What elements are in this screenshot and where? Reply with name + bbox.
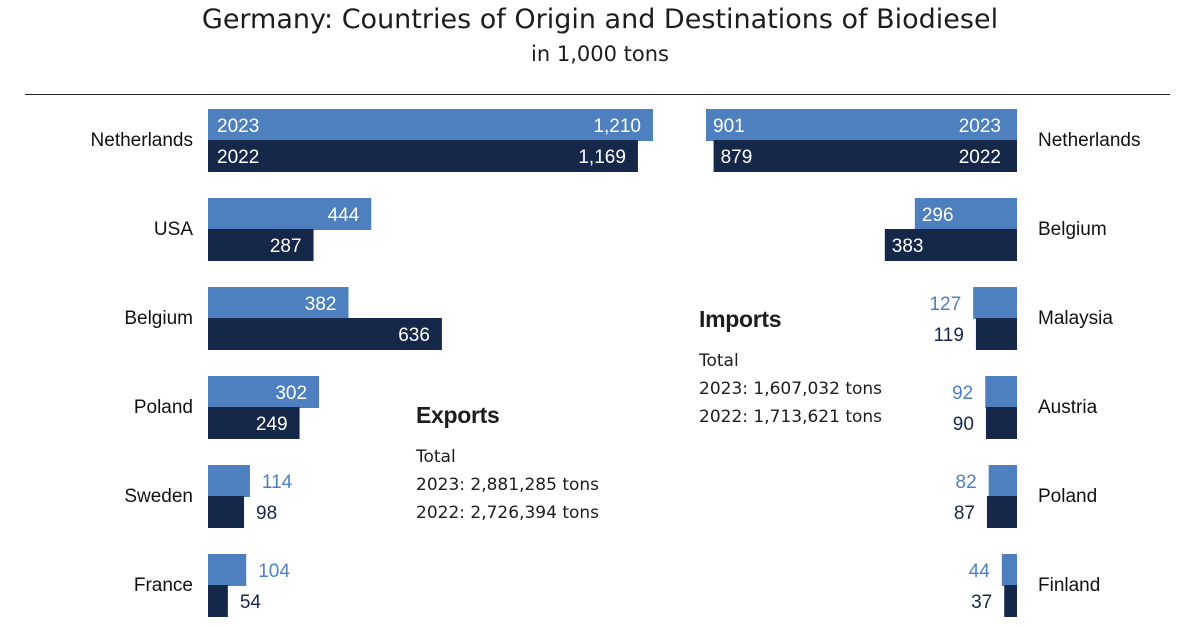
imports-total-2023: 2023: 1,607,032 tons: [699, 379, 883, 399]
exports-belgium-category-label: Belgium: [124, 308, 193, 329]
exports-netherlands-2022-value-label: 1,169: [578, 147, 626, 168]
imports-poland-2023-value-label: 82: [956, 472, 977, 493]
imports-malaysia-2023-bar: [973, 287, 1017, 319]
chart-title: Germany: Countries of Origin and Destina…: [201, 4, 999, 35]
imports-malaysia-category-label: Malaysia: [1038, 308, 1113, 329]
exports-france-2022-bar: [208, 585, 228, 617]
exports-netherlands-year-label-2022: 2022: [217, 147, 259, 168]
header-divider: [25, 94, 1170, 95]
imports-summary: Imports Total 2023: 1,607,032 tons 2022:…: [699, 306, 882, 431]
imports-finland-2023-value-label: 44: [969, 561, 991, 582]
imports-poland-2022-bar: [986, 496, 1017, 528]
exports-total-2023: 2023: 2,881,285 tons: [416, 475, 600, 495]
imports-malaysia-2022-bar: [975, 318, 1017, 350]
imports-finland-2022-bar: [1004, 585, 1017, 617]
imports-austria-2023-bar: [985, 376, 1017, 408]
exports-belgium-2023-bar: [208, 287, 349, 319]
exports-belgium-2022-bar: [208, 318, 442, 350]
imports-belgium-2022-value-label: 383: [892, 236, 924, 257]
imports-netherlands-2022-value-label: 879: [721, 147, 753, 168]
imports-austria-2023-value-label: 92: [952, 383, 973, 404]
exports-usa-2023-value-label: 444: [328, 205, 360, 226]
exports-poland-2023-bar: [208, 376, 320, 408]
exports-sweden-2023-bar: [208, 465, 250, 497]
imports-austria-2022-bar: [985, 407, 1017, 439]
exports-usa-2022-value-label: 287: [270, 236, 302, 257]
exports-poland-category-label: Poland: [134, 397, 193, 418]
exports-poland-2023-value-label: 302: [275, 383, 307, 404]
exports-usa-2023-bar: [208, 198, 372, 230]
exports-france-category-label: France: [134, 575, 193, 596]
imports-poland-2022-value-label: 87: [954, 503, 975, 524]
imports-poland-2023-bar: [988, 465, 1017, 497]
imports-belgium-2023-value-label: 296: [922, 205, 954, 226]
exports-poland-2022-bar: [208, 407, 300, 439]
exports-netherlands-2023-value-label: 1,210: [593, 116, 641, 137]
imports-belgium-category-label: Belgium: [1038, 219, 1107, 240]
imports-netherlands-year-label-2023: 2023: [959, 116, 1001, 137]
imports-austria-category-label: Austria: [1038, 397, 1098, 418]
imports-heading: Imports: [699, 306, 782, 332]
imports-finland-category-label: Finland: [1038, 575, 1100, 596]
imports-malaysia-2023-value-label: 127: [929, 294, 961, 315]
exports-usa-2022-bar: [208, 229, 314, 261]
imports-total-2022: 2022: 1,713,621 tons: [699, 407, 883, 427]
exports-sweden-2022-bar: [208, 496, 245, 528]
imports-finland-2022-value-label: 37: [971, 592, 992, 613]
imports-netherlands-year-label-2022: 2022: [959, 147, 1001, 168]
imports-finland-2023-bar: [1001, 554, 1017, 586]
exports-total-label: Total: [416, 447, 456, 467]
exports-usa-category-label: USA: [154, 219, 193, 240]
exports-france-2023-value-label: 104: [258, 561, 290, 582]
exports-belgium-2023-value-label: 382: [305, 294, 337, 315]
exports-netherlands-2022-bar: [208, 140, 638, 172]
imports-austria-2022-value-label: 90: [953, 414, 974, 435]
imports-netherlands-2023-value-label: 901: [713, 116, 745, 137]
imports-netherlands-2023-bar: [706, 109, 1017, 141]
exports-belgium-2022-value-label: 636: [398, 325, 430, 346]
exports-netherlands-2023-bar: [208, 109, 653, 141]
exports-netherlands-year-label-2023: 2023: [217, 116, 259, 137]
exports-sweden-2023-value-label: 114: [262, 472, 293, 493]
imports-belgium-2023-bar: [914, 198, 1017, 230]
imports-poland-category-label: Poland: [1038, 486, 1097, 507]
exports-sweden-category-label: Sweden: [124, 486, 193, 507]
exports-france-2022-value-label: 54: [240, 592, 262, 613]
imports-belgium-2022-bar: [884, 229, 1017, 261]
imports-total-label: Total: [699, 351, 739, 371]
exports-netherlands-category-label: Netherlands: [91, 130, 193, 151]
imports-malaysia-2022-value-label: 119: [934, 325, 964, 346]
exports-total-2022: 2022: 2,726,394 tons: [416, 503, 600, 523]
exports-sweden-2022-value-label: 98: [256, 503, 277, 524]
exports-poland-2022-value-label: 249: [256, 414, 288, 435]
exports-heading: Exports: [416, 402, 500, 428]
imports-netherlands-2022-bar: [713, 140, 1017, 172]
imports-netherlands-category-label: Netherlands: [1038, 130, 1140, 151]
exports-france-2023-bar: [208, 554, 247, 586]
exports-summary: Exports Total 2023: 2,881,285 tons 2022:…: [416, 402, 599, 527]
chart-subtitle: in 1,000 tons: [531, 42, 669, 66]
